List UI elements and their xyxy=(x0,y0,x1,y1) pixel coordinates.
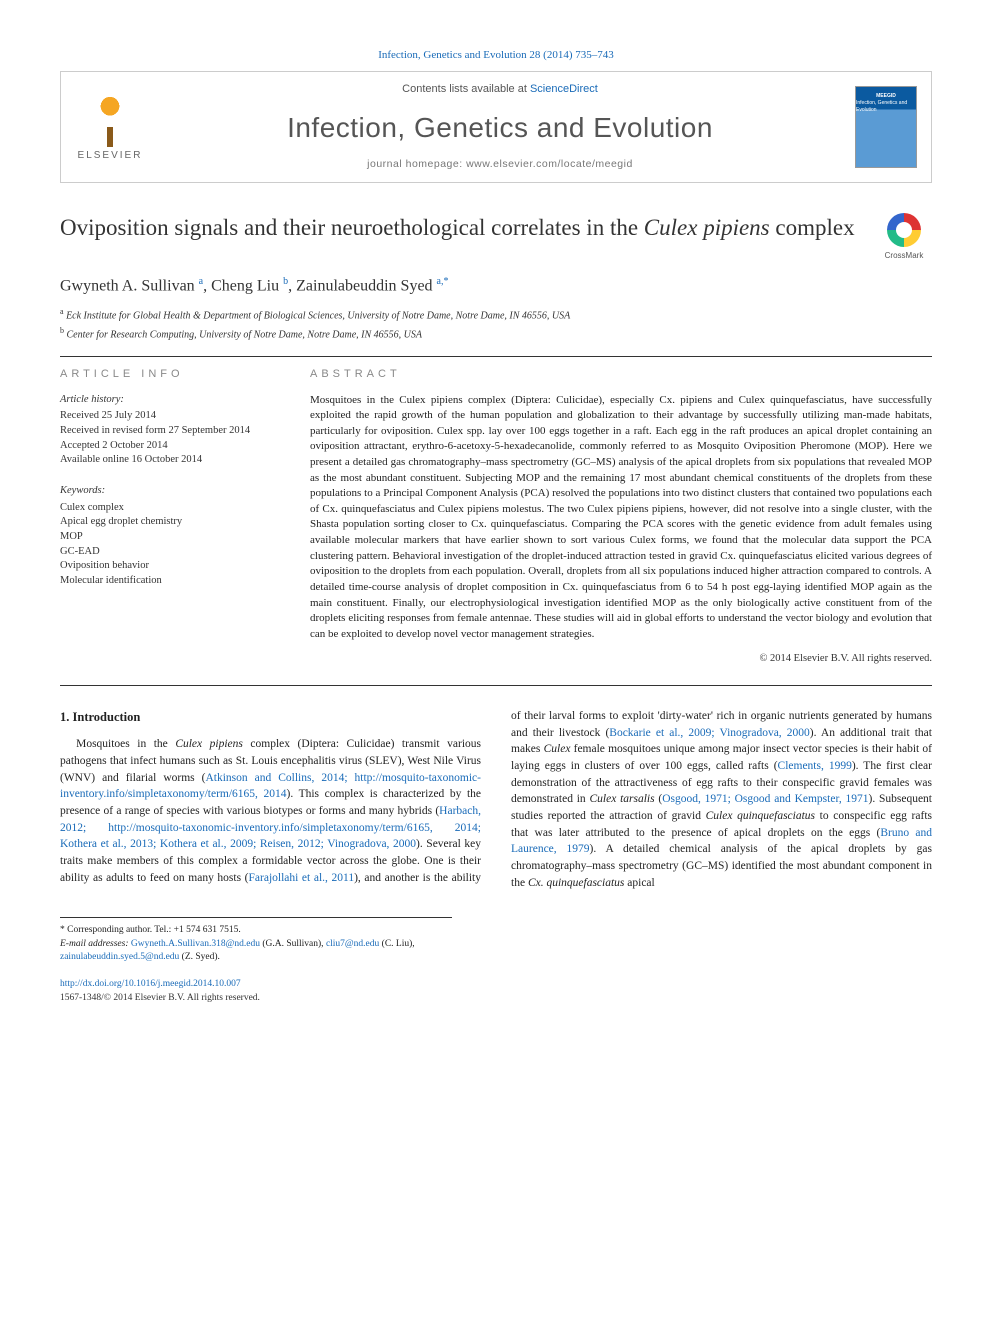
elsevier-word: ELSEVIER xyxy=(78,149,143,163)
history-1: Received in revised form 27 September 20… xyxy=(60,424,280,439)
history-0: Received 25 July 2014 xyxy=(60,409,280,424)
t: Cx. quinquefasciatus xyxy=(528,877,624,889)
author-1-affil: a xyxy=(199,276,203,287)
corr-author: * Corresponding author. Tel.: +1 574 631… xyxy=(60,924,452,937)
title-tail: complex xyxy=(770,215,855,240)
email-1-who: (G.A. Sullivan), xyxy=(260,939,326,949)
author-2-affil: b xyxy=(283,276,288,287)
email-3-who: (Z. Syed). xyxy=(179,952,220,962)
t: Culex pipiens xyxy=(175,738,243,750)
crossmark-badge[interactable]: CrossMark xyxy=(876,213,932,261)
intro-heading: 1. Introduction xyxy=(60,708,481,726)
citation-line: Infection, Genetics and Evolution 28 (20… xyxy=(60,48,932,63)
email-2-who: (C. Liu), xyxy=(379,939,414,949)
ref-link[interactable]: Bockarie et al., 2009; Vinogradova, 2000 xyxy=(609,727,809,739)
article-info-label: ARTICLE INFO xyxy=(60,367,280,382)
masthead: ELSEVIER Contents lists available at Sci… xyxy=(60,71,932,182)
divider xyxy=(60,685,932,686)
homepage-line: journal homepage: www.elsevier.com/locat… xyxy=(145,157,855,172)
keyword-2: MOP xyxy=(60,530,280,545)
affil-b-text: Center for Research Computing, Universit… xyxy=(67,329,423,340)
t: Culex xyxy=(544,743,571,755)
issn-copyright: 1567-1348/© 2014 Elsevier B.V. All right… xyxy=(60,992,932,1005)
footer-block: http://dx.doi.org/10.1016/j.meegid.2014.… xyxy=(60,978,932,1005)
keywords-head: Keywords: xyxy=(60,484,280,499)
affil-a-text: Eck Institute for Global Health & Depart… xyxy=(66,310,570,321)
history-head: Article history: xyxy=(60,393,280,408)
corresponding-footnote: * Corresponding author. Tel.: +1 574 631… xyxy=(60,917,452,964)
journal-name: Infection, Genetics and Evolution xyxy=(145,108,855,147)
divider xyxy=(60,356,932,357)
elsevier-logo: ELSEVIER xyxy=(75,91,145,163)
affiliation-a: a Eck Institute for Global Health & Depa… xyxy=(60,306,932,323)
ref-link[interactable]: Clements, 1999 xyxy=(778,760,852,772)
keyword-5: Molecular identification xyxy=(60,574,280,589)
email-label: E-mail addresses: xyxy=(60,939,131,949)
contents-line: Contents lists available at ScienceDirec… xyxy=(145,82,855,97)
email-1[interactable]: Gwyneth.A.Sullivan.318@nd.edu xyxy=(131,939,260,949)
abstract-text: Mosquitoes in the Culex pipiens complex … xyxy=(310,393,932,643)
title-text: Oviposition signals and their neuroethol… xyxy=(60,215,644,240)
keyword-0: Culex complex xyxy=(60,501,280,516)
title-italic: Culex pipiens xyxy=(644,215,770,240)
t: Mosquitoes in the xyxy=(76,738,175,750)
abstract-label: ABSTRACT xyxy=(310,367,932,382)
history-3: Available online 16 October 2014 xyxy=(60,453,280,468)
journal-cover-thumb: MEEGID Infection, Genetics and Evolution xyxy=(855,86,917,168)
email-2[interactable]: cliu7@nd.edu xyxy=(326,939,379,949)
author-3: Zainulabeuddin Syed xyxy=(296,277,432,294)
keyword-1: Apical egg droplet chemistry xyxy=(60,515,280,530)
author-2: Cheng Liu xyxy=(211,277,279,294)
elsevier-tree-icon xyxy=(84,91,136,147)
contents-prefix: Contents lists available at xyxy=(402,83,530,95)
ref-link[interactable]: Osgood, 1971; Osgood and Kempster, 1971 xyxy=(662,793,868,805)
email-3[interactable]: zainulabeuddin.syed.5@nd.edu xyxy=(60,952,179,962)
t: apical xyxy=(624,877,654,889)
keyword-4: Oviposition behavior xyxy=(60,559,280,574)
sciencedirect-link[interactable]: ScienceDirect xyxy=(530,83,598,95)
copyright-line: © 2014 Elsevier B.V. All rights reserved… xyxy=(310,652,932,667)
body-columns: 1. Introduction Mosquitoes in the Culex … xyxy=(60,708,932,891)
doi-link[interactable]: http://dx.doi.org/10.1016/j.meegid.2014.… xyxy=(60,979,241,989)
intro-para-1: Mosquitoes in the Culex pipiens complex … xyxy=(60,708,932,891)
keyword-3: GC-EAD xyxy=(60,545,280,560)
crossmark-icon xyxy=(887,213,921,247)
author-1: Gwyneth A. Sullivan xyxy=(60,277,195,294)
t: Culex quinquefasciatus xyxy=(706,810,815,822)
history-2: Accepted 2 October 2014 xyxy=(60,439,280,454)
ref-link[interactable]: Farajollahi et al., 2011 xyxy=(249,872,355,884)
cover-line2: Infection, Genetics and Evolution xyxy=(856,100,916,114)
kw0: Culex complex xyxy=(60,502,124,513)
crossmark-label: CrossMark xyxy=(885,250,924,261)
article-title: Oviposition signals and their neuroethol… xyxy=(60,213,864,243)
t: Culex tarsalis xyxy=(589,793,654,805)
affiliation-b: b Center for Research Computing, Univers… xyxy=(60,325,932,342)
author-3-affil: a,* xyxy=(437,276,449,287)
authors-line: Gwyneth A. Sullivan a, Cheng Liu b, Zain… xyxy=(60,275,932,298)
cover-line1: MEEGID xyxy=(876,93,896,100)
